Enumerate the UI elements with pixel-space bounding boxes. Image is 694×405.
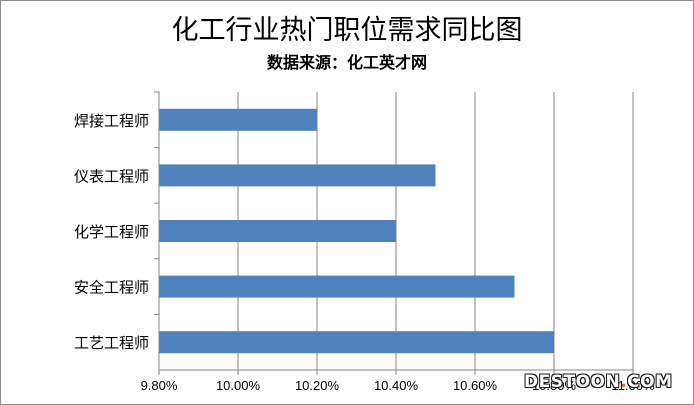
- bar-5: [159, 331, 554, 354]
- category-label: 工艺工程师: [74, 334, 149, 352]
- gridlines: [237, 92, 634, 370]
- x-tick-label: 9.80%: [141, 378, 178, 393]
- chart-subtitle: 数据来源：化工英才网: [266, 53, 427, 72]
- axes: [154, 91, 634, 375]
- watermark-left: DESTOON: [524, 372, 621, 392]
- watermark-right: COM: [627, 372, 673, 392]
- category-label: 焊接工程师: [74, 112, 149, 130]
- category-label: 仪表工程师: [74, 167, 149, 185]
- x-tick-label: 10.40%: [374, 378, 419, 393]
- category-label: 安全工程师: [74, 279, 149, 297]
- x-tick-label: 10.00%: [216, 378, 261, 393]
- x-tick-label: 10.60%: [453, 378, 498, 393]
- bar-2: [159, 164, 436, 187]
- watermark-dot: .: [620, 372, 628, 392]
- x-tick-label: 10.20%: [295, 378, 340, 393]
- chart-title: 化工行业热门职位需求同比图: [171, 15, 523, 46]
- watermark-logo: DESTOON.COM: [524, 372, 673, 392]
- bar-3: [159, 220, 396, 242]
- x-tick-label: 11.00%: [611, 378, 655, 393]
- bars: [159, 108, 554, 354]
- bar-1: [159, 108, 317, 131]
- x-tick-labels: 9.80% 10.00% 10.20% 10.40% 10.60% 10.80% 11.00…: [141, 378, 655, 393]
- bar-4: [159, 275, 515, 298]
- x-tick-label: 10.80%: [532, 378, 577, 393]
- category-label: 化学工程师: [74, 223, 149, 241]
